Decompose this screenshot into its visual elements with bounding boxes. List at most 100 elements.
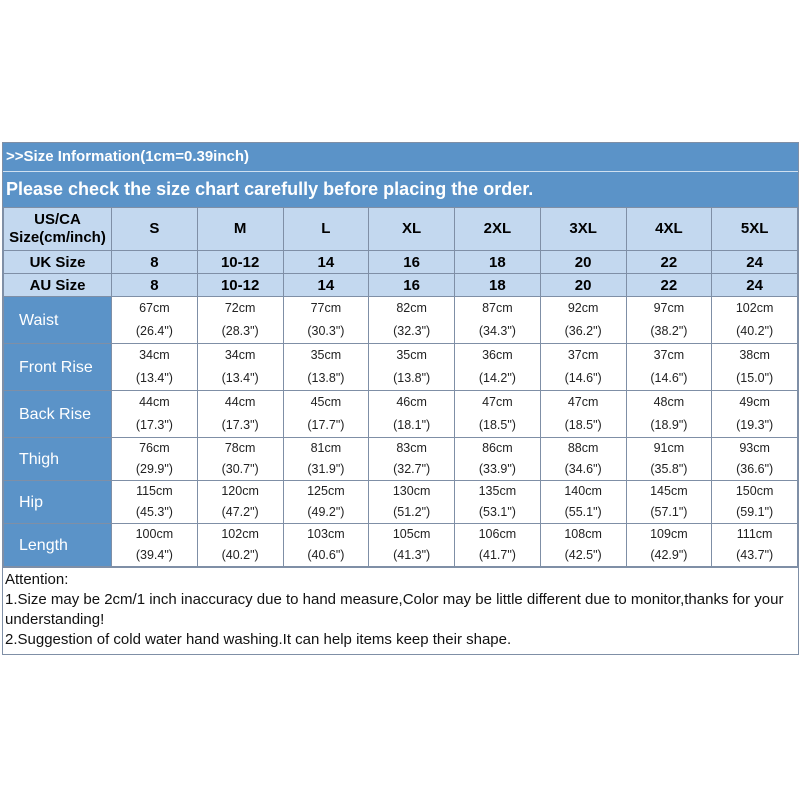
cm-value: 93cm bbox=[739, 441, 770, 455]
inch-value: (17.3") bbox=[221, 418, 259, 432]
inch-value: (14.6") bbox=[650, 371, 688, 385]
cm-value: 46cm bbox=[396, 395, 427, 409]
cm-value: 109cm bbox=[650, 527, 688, 541]
inch-value: (45.3") bbox=[135, 505, 173, 519]
measurement-cell: 78cm (30.7") bbox=[196, 437, 284, 481]
measurement-cell: 67cm (26.4") bbox=[111, 296, 198, 344]
au-size-cell: 24 bbox=[711, 273, 798, 297]
measurement-cell: 47cm (18.5") bbox=[539, 390, 627, 438]
measurement-row: Thigh 76cm (29.9") 78cm (30.7") 81cm (31.9") 83… bbox=[3, 437, 798, 481]
us-size-header: US/CA Size(cm/inch) bbox=[3, 207, 112, 251]
inch-value: (42.9") bbox=[650, 548, 688, 562]
measurement-cell: 102cm (40.2") bbox=[196, 523, 284, 567]
measurement-cell: 102cm (40.2") bbox=[711, 296, 798, 344]
measurement-cell: 81cm (31.9") bbox=[282, 437, 370, 481]
us-size-cell: 4XL bbox=[625, 207, 713, 251]
inch-value: (13.4") bbox=[135, 371, 173, 385]
au-size-cell: 20 bbox=[539, 273, 627, 297]
measurement-cell: 135cm (53.1") bbox=[454, 480, 541, 524]
cm-value: 86cm bbox=[482, 441, 513, 455]
inch-value: (14.6") bbox=[564, 371, 602, 385]
measurement-cell: 125cm (49.2") bbox=[282, 480, 370, 524]
cm-value: 103cm bbox=[307, 527, 345, 541]
cm-value: 82cm bbox=[396, 301, 427, 315]
inch-value: (34.3") bbox=[478, 324, 516, 338]
au-size-row: AU Size 8 10-12 14 16 18 20 22 24 bbox=[3, 273, 798, 297]
cm-value: 35cm bbox=[396, 348, 427, 362]
us-size-header-line2: Size(cm/inch) bbox=[9, 229, 106, 246]
measurement-cell: 145cm (57.1") bbox=[625, 480, 713, 524]
au-size-cell: 10-12 bbox=[196, 273, 284, 297]
cm-value: 44cm bbox=[139, 395, 170, 409]
inch-value: (49.2") bbox=[307, 505, 345, 519]
cm-value: 102cm bbox=[221, 527, 259, 541]
measurement-row: Waist 67cm (26.4") 72cm (28.3") 77cm (30.3") 82… bbox=[3, 296, 798, 344]
us-size-cell: M bbox=[196, 207, 284, 251]
measurement-cell: 130cm (51.2") bbox=[368, 480, 455, 524]
cm-value: 88cm bbox=[567, 441, 599, 455]
uk-size-cell: 22 bbox=[625, 250, 713, 274]
uk-size-cell: 8 bbox=[111, 250, 198, 274]
measurement-cell: 45cm (17.7") bbox=[282, 390, 370, 438]
measurement-cell: 105cm (41.3") bbox=[368, 523, 455, 567]
inch-value: (36.6") bbox=[736, 462, 774, 476]
uk-size-cell: 16 bbox=[368, 250, 455, 274]
cm-value: 76cm bbox=[139, 441, 170, 455]
inch-value: (59.1") bbox=[736, 505, 774, 519]
measurement-cell: 77cm (30.3") bbox=[282, 296, 370, 344]
cm-value: 45cm bbox=[310, 395, 342, 409]
measurement-cell: 111cm (43.7") bbox=[711, 523, 798, 567]
inch-value: (55.1") bbox=[564, 505, 602, 519]
cm-value: 34cm bbox=[224, 348, 256, 362]
us-size-cell: 5XL bbox=[711, 207, 798, 251]
inch-value: (41.7") bbox=[478, 548, 516, 562]
measurement-cell: 37cm (14.6") bbox=[539, 343, 627, 391]
cm-value: 83cm bbox=[396, 441, 427, 455]
us-size-cell: 3XL bbox=[539, 207, 627, 251]
inch-value: (53.1") bbox=[478, 505, 516, 519]
uk-size-cell: 14 bbox=[282, 250, 370, 274]
cm-value: 77cm bbox=[310, 301, 342, 315]
inch-value: (13.4") bbox=[221, 371, 259, 385]
size-table: US/CA Size(cm/inch) S M L XL 2XL 3XL 4XL 5XL UK… bbox=[3, 207, 798, 567]
cm-value: 37cm bbox=[653, 348, 685, 362]
cm-value: 125cm bbox=[307, 484, 345, 498]
uk-size-cell: 24 bbox=[711, 250, 798, 274]
measurement-cell: 48cm (18.9") bbox=[625, 390, 713, 438]
measurement-label: Waist bbox=[3, 296, 112, 344]
cm-value: 72cm bbox=[224, 301, 256, 315]
attention-title: Attention: bbox=[5, 571, 69, 588]
inch-value: (30.3") bbox=[307, 324, 345, 338]
measurement-cell: 44cm (17.3") bbox=[196, 390, 284, 438]
au-size-cell: 8 bbox=[111, 273, 198, 297]
cm-value: 44cm bbox=[224, 395, 256, 409]
measurement-cell: 109cm (42.9") bbox=[625, 523, 713, 567]
measurement-cell: 100cm (39.4") bbox=[111, 523, 198, 567]
cm-value: 92cm bbox=[567, 301, 599, 315]
cm-value: 81cm bbox=[310, 441, 342, 455]
measurement-label: Length bbox=[3, 523, 112, 567]
inch-value: (18.5") bbox=[478, 418, 516, 432]
inch-value: (43.7") bbox=[736, 548, 774, 562]
inch-value: (36.2") bbox=[564, 324, 602, 338]
cm-value: 38cm bbox=[739, 348, 770, 362]
cm-value: 35cm bbox=[310, 348, 342, 362]
cm-value: 106cm bbox=[478, 527, 517, 541]
cm-value: 108cm bbox=[564, 527, 602, 541]
cm-value: 87cm bbox=[482, 301, 513, 315]
measurement-cell: 49cm (19.3") bbox=[711, 390, 798, 438]
inch-value: (29.9") bbox=[135, 462, 173, 476]
inch-value: (14.2") bbox=[478, 371, 516, 385]
measurement-row: Back Rise 44cm (17.3") 44cm (17.3") 45cm (17.7… bbox=[3, 390, 798, 438]
order-notice: Please check the size chart carefully be… bbox=[3, 172, 798, 207]
inch-value: (18.5") bbox=[564, 418, 602, 432]
measurement-row: Front Rise 34cm (13.4") 34cm (13.4") 35cm (13.… bbox=[3, 343, 798, 391]
size-chart: >>Size Information(1cm=0.39inch) Please … bbox=[2, 142, 799, 655]
measurement-cell: 86cm (33.9") bbox=[454, 437, 541, 481]
cm-value: 48cm bbox=[653, 395, 685, 409]
cm-value: 105cm bbox=[392, 527, 431, 541]
inch-value: (32.3") bbox=[393, 324, 431, 338]
cm-value: 140cm bbox=[564, 484, 602, 498]
measurement-cell: 115cm (45.3") bbox=[111, 480, 198, 524]
inch-value: (57.1") bbox=[650, 505, 688, 519]
